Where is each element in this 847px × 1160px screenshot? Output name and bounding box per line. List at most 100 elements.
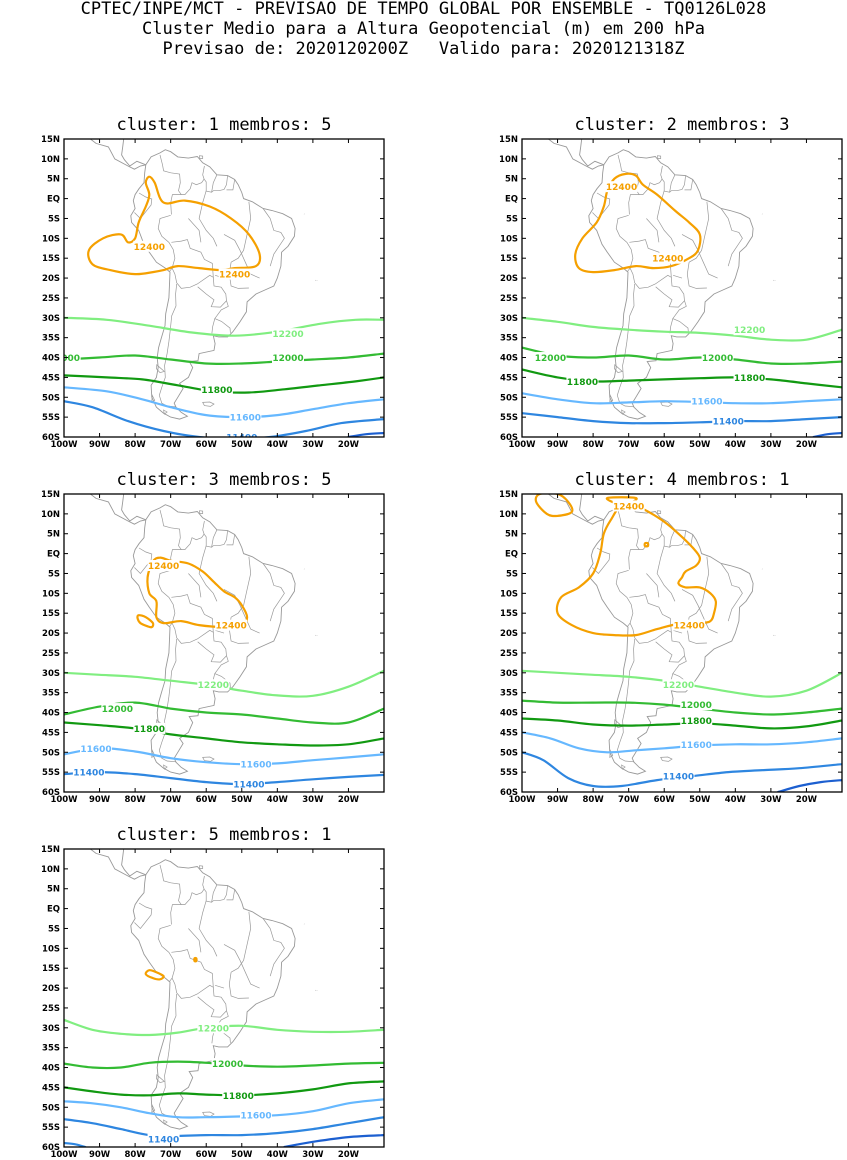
map-panel-cluster-3: cluster: 3 membros: 51240012400122001200… — [30, 465, 420, 805]
country-border — [616, 215, 633, 271]
contour-label: 11400 — [73, 769, 104, 779]
lon-label: 60W — [196, 795, 218, 805]
contour-label: 12400 — [134, 243, 165, 253]
lat-label: 10N — [41, 510, 60, 520]
country-border — [198, 632, 227, 662]
island — [152, 1105, 155, 1112]
lat-label: 5N — [47, 175, 60, 185]
lat-label: 40S — [42, 1064, 60, 1074]
panel-title: cluster: 3 membros: 5 — [117, 470, 332, 490]
contour-label: 11400 — [233, 781, 264, 791]
country-border — [227, 535, 235, 545]
coastline-south-america — [131, 860, 295, 1129]
lon-label: 20W — [338, 795, 360, 805]
panel-title: cluster: 5 membros: 1 — [117, 825, 332, 845]
lat-label: 30S — [42, 669, 60, 679]
lat-label: 5N — [47, 530, 60, 540]
lon-label: 100W — [50, 795, 78, 805]
lat-label: 30S — [42, 1024, 60, 1034]
lon-label: 40W — [267, 795, 289, 805]
country-border — [188, 574, 201, 598]
country-border — [662, 175, 675, 192]
lat-label: 15N — [41, 135, 60, 145]
lon-label: 90W — [89, 1150, 111, 1160]
lat-label: 30S — [500, 669, 518, 679]
lat-label: 40S — [500, 709, 518, 719]
lon-label: 40W — [267, 1150, 289, 1160]
contour-line — [64, 772, 384, 784]
island — [658, 156, 661, 159]
lat-label: 20S — [500, 629, 518, 639]
contour-line — [146, 970, 164, 979]
map-frame — [522, 139, 842, 437]
lat-label: 50S — [500, 393, 518, 403]
lon-label: 40W — [725, 795, 747, 805]
lat-label: 50S — [42, 1103, 60, 1113]
contour-label: 12200 — [198, 681, 229, 691]
lat-label: 5S — [48, 924, 60, 934]
lat-label: 45S — [500, 373, 518, 383]
lat-label: 10N — [499, 510, 518, 520]
island — [164, 1120, 168, 1124]
island — [622, 765, 626, 769]
country-border — [657, 191, 675, 247]
contour-line — [88, 177, 260, 274]
lat-label: EQ — [505, 195, 518, 205]
lat-label: 25S — [500, 649, 518, 659]
contour-label: 11800 — [567, 378, 598, 388]
lon-label: 100W — [508, 440, 536, 450]
country-border — [673, 275, 682, 278]
lon-label: 50W — [231, 440, 253, 450]
contour-label: 11400 — [713, 418, 744, 428]
country-border — [158, 925, 175, 981]
island — [200, 866, 203, 869]
country-border — [212, 886, 228, 903]
country-border — [227, 180, 235, 190]
map-panel-cluster-5: cluster: 5 membros: 11220012000118001160… — [30, 820, 420, 1160]
lat-label: 5N — [505, 530, 518, 540]
contour-line — [194, 958, 196, 961]
lat-label: 55S — [500, 413, 518, 423]
lat-label: 10N — [41, 155, 60, 165]
country-border — [212, 319, 215, 334]
country-border — [198, 277, 227, 307]
panel-title: cluster: 1 membros: 5 — [117, 115, 332, 135]
contour-label: 11600 — [681, 741, 712, 751]
lat-label: 20S — [42, 629, 60, 639]
lat-label: 50S — [42, 393, 60, 403]
lon-label: 30W — [302, 1150, 324, 1160]
coastline-south-america — [131, 150, 295, 419]
lon-label: 100W — [50, 440, 78, 450]
contour-line — [64, 723, 384, 746]
lat-label: 45S — [42, 1083, 60, 1093]
lat-label: 5S — [48, 214, 60, 224]
lon-label: 80W — [125, 1150, 147, 1160]
lon-label: 60W — [196, 1150, 218, 1160]
coastline-south-america — [589, 505, 753, 774]
lon-label: 30W — [760, 440, 782, 450]
island — [200, 156, 203, 159]
map-panel-cluster-1: cluster: 1 membros: 51240012400122002000… — [30, 110, 420, 450]
contour-label: 11800 — [734, 374, 765, 384]
contour-label: 12000 — [212, 1060, 243, 1070]
country-border — [616, 570, 633, 626]
country-border — [171, 240, 213, 289]
contour-line — [64, 354, 384, 364]
lat-label: 45S — [42, 728, 60, 738]
contour-label: 12400 — [219, 271, 250, 281]
lat-label: 10S — [42, 589, 60, 599]
map-area: 1240012400122001200011800116001160011400… — [64, 460, 384, 790]
contour-line — [64, 1099, 384, 1117]
lat-label: 15N — [499, 135, 518, 145]
contour-label: 12000 — [535, 354, 566, 364]
lat-label: 50S — [500, 748, 518, 758]
lat-label: 10N — [499, 155, 518, 165]
lat-label: 20S — [42, 274, 60, 284]
island — [610, 395, 613, 402]
country-border — [656, 632, 685, 662]
lon-label: 50W — [231, 795, 253, 805]
lat-label: 15S — [500, 609, 518, 619]
country-border — [204, 530, 217, 547]
